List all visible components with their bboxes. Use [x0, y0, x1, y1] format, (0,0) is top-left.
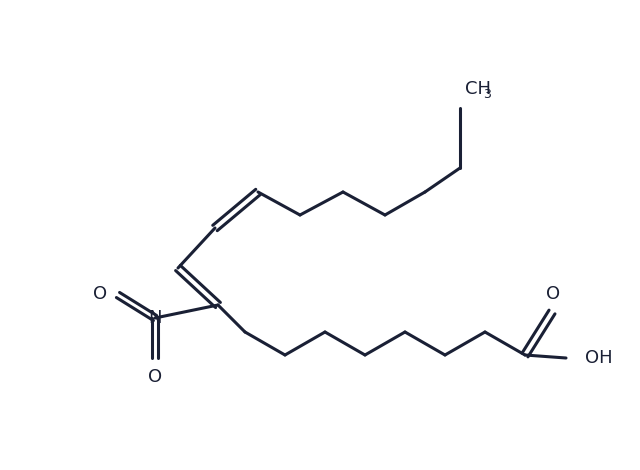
Text: O: O — [148, 368, 162, 386]
Text: O: O — [93, 285, 107, 303]
Text: N: N — [148, 309, 162, 327]
Text: OH: OH — [585, 349, 612, 367]
Text: O: O — [546, 285, 560, 303]
Text: 3: 3 — [483, 88, 491, 101]
Text: CH: CH — [465, 80, 491, 98]
